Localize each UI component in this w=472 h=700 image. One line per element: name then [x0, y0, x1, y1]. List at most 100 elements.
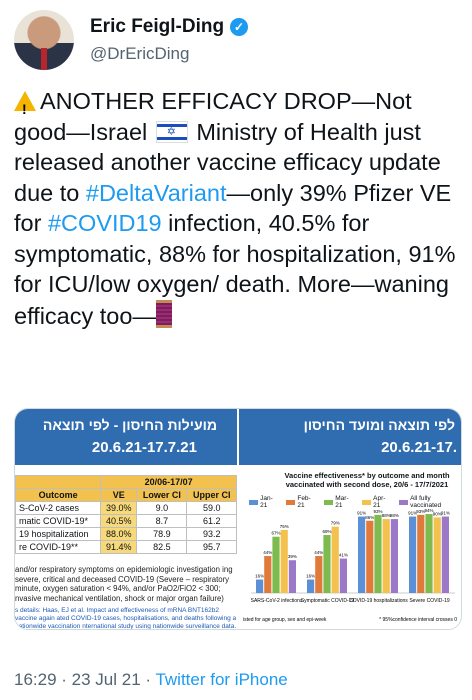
bar-value-label: 44% [263, 550, 272, 555]
tweet-text-part4: infection, 40.5% for symptomatic, 88% fo… [14, 210, 456, 329]
table-header-upper-ci: Upper CI [186, 488, 237, 502]
chart-dates: 20.6.21-17. [381, 439, 457, 456]
display-name-text[interactable]: Eric Feigl-Ding [90, 16, 225, 37]
thread-spool-icon [155, 299, 172, 328]
table-row: matic COVID-19* 40.5% 8.7 61.2 [15, 514, 237, 528]
legend-swatch [362, 499, 372, 505]
bar-value-label: 75% [280, 524, 289, 529]
media-image-chart[interactable]: לפי תוצאה ומועד החיסון 20.6.21-17. Vacci… [239, 409, 461, 629]
legend-swatch [249, 499, 259, 505]
bar-value-label: 90% [433, 511, 442, 516]
table-citation: s details: Haas, EJ et al. Impact and ef… [15, 607, 237, 630]
chart-bar [441, 516, 449, 593]
chart-bar [339, 558, 347, 593]
chart-bar [288, 560, 296, 593]
tweet-text: ANOTHER EFFICACY DROP—Not good—Israel ✡ … [14, 86, 462, 331]
cell-ve: 91.4% [100, 540, 138, 554]
table-header-outcome: Outcome [15, 488, 102, 502]
chart-bar [331, 526, 339, 593]
legend-item: Feb-21 [286, 495, 316, 509]
bar-value-label: 88% [390, 513, 399, 518]
bar-value-label: 93% [373, 509, 382, 514]
display-name[interactable]: Eric Feigl-Ding ✓ [90, 16, 249, 38]
efficacy-table: 20/06-17/07 Outcome VE Lower CI Upper CI… [15, 475, 237, 554]
x-tick-label: Symptomatic COVID-19 [301, 598, 355, 604]
legend-label: Feb-21 [297, 495, 311, 509]
cell-upper: 59.0 [186, 501, 237, 515]
cell-lower: 8.7 [136, 514, 188, 528]
chart-bar [433, 517, 441, 593]
chart-footnote-right: * 95%confidence interval crosses 0 [379, 617, 457, 623]
table-header-lower-ci: Lower CI [136, 488, 188, 502]
chart-banner: לפי תוצאה ומועד החיסון 20.6.21-17. [239, 409, 461, 465]
cell-lower: 82.5 [136, 540, 188, 554]
legend-label: Apr-21 [373, 495, 386, 509]
tweet-text-part3: —only 39% Pfizer VE for [14, 179, 452, 237]
legend-swatch [398, 499, 409, 505]
bar-value-label: 91% [441, 511, 450, 516]
bar-value-label: 67% [271, 531, 280, 536]
legend-item: Mar-21 [324, 495, 354, 509]
bar-value-label: 88% [382, 513, 391, 518]
chart-bar [280, 530, 288, 593]
user-handle[interactable]: @DrEricDing [90, 44, 190, 63]
avatar[interactable] [14, 10, 74, 70]
bar-value-label: 44% [314, 550, 323, 555]
legend-label: Mar-21 [335, 495, 349, 509]
bar-value-label: 16% [306, 574, 315, 579]
tweet-media[interactable]: מועילות החיסון - לפי תוצאה 20.6.21-17.7.… [14, 408, 462, 630]
bar-value-label: 93% [416, 509, 425, 514]
hashtag-covid19[interactable]: #COVID19 [47, 210, 162, 236]
chart-bar [315, 556, 323, 593]
bar-value-label: 69% [322, 529, 331, 534]
table-notes: and/or respiratory symptoms on epidemiol… [15, 565, 233, 603]
table-row: 19 hospitalization 88.0% 78.9 93.2 [15, 527, 237, 541]
israel-flag-icon: ✡ [155, 120, 188, 143]
bar-value-label: 86% [365, 515, 374, 520]
tweet-header: Eric Feigl-Ding ✓ @DrEricDing [14, 10, 458, 72]
table-banner: מועילות החיסון - לפי תוצאה 20.6.21-17.7.… [15, 409, 237, 465]
tweet-source[interactable]: Twitter for iPhone [155, 670, 288, 689]
warning-icon [14, 91, 36, 125]
cell-ve: 39.0% [100, 501, 138, 515]
x-tick-label: COVID-19 hospitalizations [349, 598, 408, 604]
chart-bar [417, 514, 425, 593]
cell-lower: 78.9 [136, 527, 188, 541]
legend-label: Jan-21 [260, 495, 273, 509]
legend-label: All fully vaccinated [410, 495, 442, 509]
chart-bar [323, 535, 331, 593]
media-image-table[interactable]: מועילות החיסון - לפי תוצאה 20.6.21-17.7.… [15, 409, 237, 629]
legend-swatch [324, 499, 334, 505]
bar-value-label: 79% [331, 521, 340, 526]
bar-value-label: 16% [255, 574, 264, 579]
hashtag-delta-variant[interactable]: #DeltaVariant [85, 179, 227, 206]
tweet-timestamp[interactable]: 16:29 · 23 Jul 21 · [14, 670, 156, 689]
cell-outcome: re COVID-19** [15, 540, 102, 554]
legend-swatch [286, 499, 296, 505]
chart-footnote-left: isted for age group, sex and epi-week [243, 617, 327, 623]
bar-value-label: 91% [357, 511, 366, 516]
chart-bar [409, 516, 417, 593]
cell-lower: 9.0 [136, 501, 188, 515]
chart-bar [358, 516, 366, 593]
verified-icon: ✓ [230, 18, 249, 36]
tweet-footer: 16:29 · 23 Jul 21 · Twitter for iPhone [14, 670, 288, 690]
legend-item: Apr-21 [362, 495, 391, 509]
chart-bar [382, 519, 390, 593]
x-tick-label: SARS-CoV-2 infections [251, 598, 303, 604]
table-header-ve: VE [100, 488, 138, 502]
chart-bar [307, 579, 315, 593]
chart-bar [272, 536, 280, 593]
chart-bar [366, 520, 374, 593]
table-row: S-CoV-2 cases 39.0% 9.0 59.0 [15, 501, 237, 515]
chart-bar [390, 519, 398, 593]
bar-value-label: 39% [288, 554, 297, 559]
bar-value-label: 41% [339, 553, 348, 558]
bar-value-label: 91% [408, 511, 417, 516]
table-hebrew-title: מועילות החיסון - לפי תוצאה [42, 417, 217, 433]
cell-upper: 95.7 [186, 540, 237, 554]
cell-outcome: 19 hospitalization [15, 527, 102, 541]
table-row: re COVID-19** 91.4% 82.5 95.7 [15, 540, 237, 554]
cell-outcome: S-CoV-2 cases [15, 501, 102, 515]
x-tick-label: Severe COVID-19 [409, 598, 450, 604]
